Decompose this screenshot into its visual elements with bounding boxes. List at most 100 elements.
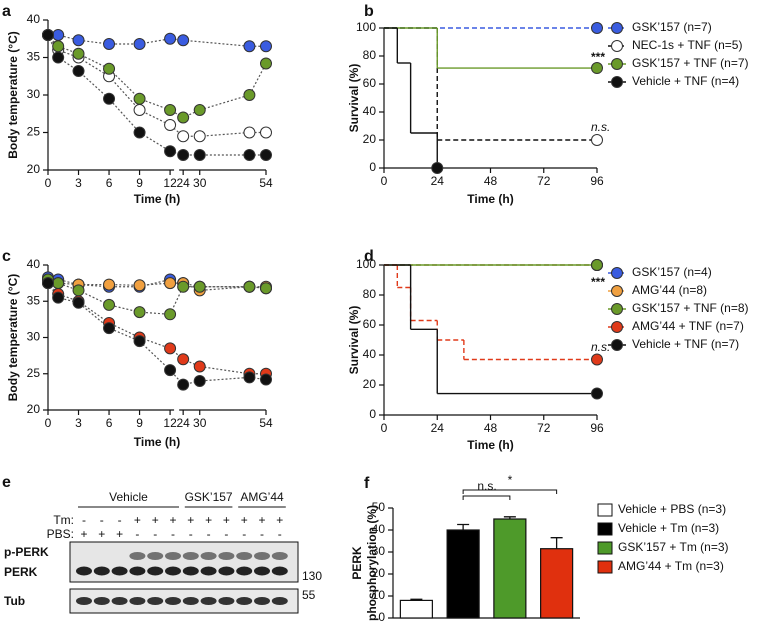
sign: + [241,513,248,527]
x-tick-label: 0 [45,416,52,430]
x-tick-label: 24 [431,421,445,435]
x-tick-label: 24 [176,416,190,430]
y-tick-label: 40 [363,347,377,361]
sign: + [169,513,176,527]
band [111,566,128,576]
data-point [177,111,190,124]
data-point [177,280,190,293]
x-tick-label: 6 [106,416,113,430]
band [236,552,253,560]
band [182,597,199,605]
y-tick-label: 20 [27,402,41,416]
legend-label: GSK’157 + TNF (n=7) [632,56,749,70]
data-point [193,280,206,293]
mw-marker: 55 [302,588,316,602]
series-line [47,34,267,119]
band [200,566,217,576]
x-tick-label: 0 [45,176,52,190]
band [147,566,164,576]
y-tick-label: 60 [363,76,377,90]
legend-label: AMG’44 + Tm (n=3) [618,559,724,573]
y-tick-label: 40 [27,12,41,26]
y-tick-label: 20 [363,132,377,146]
legend-marker [611,285,623,297]
legend-label: Vehicle + PBS (n=3) [618,502,726,516]
x-tick-label: 24 [431,174,445,188]
data-point [52,40,65,53]
x-tick-label: 48 [484,421,498,435]
panel-label: e [2,474,11,491]
data-point [243,149,256,161]
band [254,597,270,605]
sign: + [276,513,283,527]
data-point [52,291,65,304]
data-point [72,65,85,77]
y-tick-label: 30 [27,87,41,101]
legend-swatch [597,560,613,574]
y-tick-label: 35 [27,293,41,307]
series-line [47,34,266,137]
x-tick-label: 9 [136,176,143,190]
data-point [260,373,272,386]
band [76,597,92,605]
y-tick-label: 35 [27,50,41,64]
bar [493,518,527,619]
sign: - [100,513,104,527]
sign: + [187,513,194,527]
row-label: Tm: [53,513,74,527]
sign: + [258,513,265,527]
data-point [164,342,177,355]
data-point [177,149,190,161]
band [236,597,253,605]
legend-marker [611,58,623,70]
band-label: p-PERK [4,545,49,559]
data-point [103,38,116,50]
data-point [260,57,272,70]
x-axis-label: Time (h) [134,435,180,449]
band [271,566,288,576]
band [200,552,217,560]
panel-label: a [2,3,11,20]
y-axis-label: Survival (%) [347,64,361,133]
data-point [52,51,65,64]
x-tick-label: 54 [259,176,273,190]
y-tick-label: 25 [27,125,41,139]
sign: + [116,527,123,541]
data-point [133,279,146,292]
y-tick-label: 0 [369,160,376,174]
data-point [164,364,177,377]
sign: - [242,527,246,541]
x-tick-label: 30 [193,176,207,190]
x-tick-label: 12 [163,176,177,190]
legend-marker [611,76,623,88]
annotation: n.s. [477,479,496,493]
y-tick-label: 100 [356,20,376,34]
error-bar [457,523,470,530]
data-point [177,353,190,366]
data-point [193,130,206,143]
group-label: GSK’157 [185,490,233,504]
band [93,566,110,576]
sign: - [171,527,175,541]
series-line [47,282,266,375]
data-point [243,126,256,139]
data-point [103,92,116,105]
series-line [47,278,266,291]
y-tick-label: 20 [363,377,377,391]
data-point [72,47,85,60]
end-marker [431,162,444,174]
data-point [243,280,256,293]
legend-swatch [597,522,613,536]
data-point [193,149,206,161]
group-label: AMG’44 [240,490,284,504]
y-tick-label: 25 [27,366,41,380]
legend-marker [611,267,623,279]
sign: + [205,513,212,527]
y-tick-label: 0 [369,407,376,421]
sign: - [224,527,228,541]
sign: - [207,527,211,541]
band [200,597,217,605]
bar [540,548,574,619]
data-point [260,126,272,139]
series-line [47,34,266,156]
